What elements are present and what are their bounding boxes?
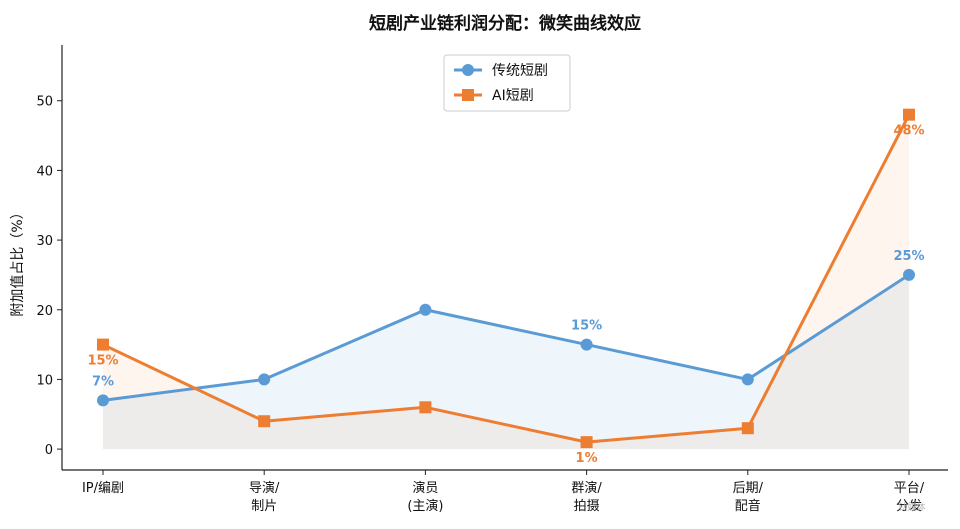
area-fill-2: [103, 114, 909, 450]
x-tick-label-line: 分发: [896, 498, 922, 514]
legend: 传统短剧 AI短剧: [443, 54, 571, 112]
axes: 0 10 20 30 40 50 IP/编剧 导演/制片 演员 (主演) 群演/拍摄 后期/配音 平台/…: [36, 45, 948, 514]
x-tick-label: 演员 (主演): [407, 480, 443, 514]
data-point: [258, 373, 271, 386]
x-tick-label: IP/编剧: [82, 481, 124, 496]
series-line-2: [102, 113, 911, 444]
data-point: [97, 338, 109, 351]
y-tick-label: 50: [36, 95, 53, 110]
data-point: [419, 303, 432, 316]
y-tick-label: 40: [36, 164, 53, 179]
data-point: [580, 436, 593, 449]
series-line-1: [102, 273, 910, 402]
area-fills: [103, 114, 909, 450]
data-point: [97, 394, 109, 407]
data-point: [258, 415, 271, 428]
x-tick-label: 后期/配音: [733, 481, 764, 514]
legend-marker: [462, 89, 474, 101]
x-tick-label-line: 平台/: [894, 481, 925, 496]
data-label: 15%: [571, 319, 602, 334]
y-tick-label: 30: [36, 234, 53, 249]
x-tick-label-line: 导演/: [249, 480, 280, 496]
data-labels: 7% 15% 25% 15% 1% 48%: [87, 124, 924, 466]
y-tick-label: 0: [45, 443, 53, 458]
data-point: [580, 338, 593, 351]
y-axis-label: 附加值占比（%）: [10, 205, 26, 316]
data-point: [419, 401, 432, 414]
x-tick-label: 群演/拍摄: [571, 480, 602, 514]
area-fill-1: [103, 274, 909, 450]
x-tick-label-line: 制片: [251, 499, 277, 514]
legend-entry: 传统短剧: [492, 63, 548, 79]
x-tick-label-line: 后期/: [733, 481, 764, 496]
data-label: 48%: [893, 124, 924, 139]
x-tick-label-line: IP/编剧: [82, 481, 124, 496]
x-tick-label-line: (主演): [407, 498, 443, 514]
x-tick-label: 平台/分发: [894, 481, 925, 514]
series-lines: [97, 108, 915, 449]
data-label: 15%: [87, 354, 118, 369]
x-tick-label: 导演/制片: [249, 480, 280, 514]
x-tick-label-line: 拍摄: [574, 499, 600, 514]
chart-title: 短剧产业链利润分配：微笑曲线效应: [369, 13, 641, 34]
x-tick-label-line: 群演/: [571, 480, 602, 496]
x-tick-label-line: 配音: [735, 498, 761, 514]
data-point: [903, 268, 915, 281]
data-point: [741, 422, 754, 435]
data-label: 25%: [893, 249, 924, 264]
watermark: 钛媒体: [898, 501, 925, 513]
data-label: 1%: [576, 451, 598, 466]
x-tick-label-line: 演员: [412, 480, 438, 496]
legend-entry: AI短剧: [492, 88, 534, 104]
legend-marker: [462, 64, 474, 76]
data-point: [903, 108, 915, 121]
y-tick-label: 20: [36, 304, 53, 319]
y-tick-label: 10: [36, 373, 53, 388]
data-label: 7%: [92, 374, 114, 389]
data-point: [741, 373, 754, 386]
